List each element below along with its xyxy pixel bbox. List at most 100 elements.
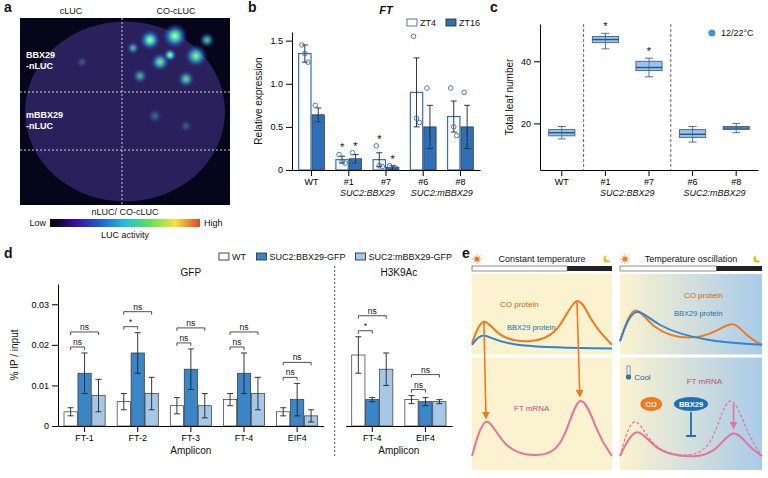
panel-e: eConstant temperatureCO proteinBBX29 pro…	[462, 245, 762, 470]
data-point	[356, 159, 361, 164]
bbx29-badge-label: BBX29	[679, 400, 703, 409]
panel-d: d00.010.020.03% IP / inputFT-1FT-2FT-3FT…	[4, 245, 453, 458]
tick-label: FT-2	[128, 433, 147, 443]
panel-letter: b	[248, 0, 257, 15]
tick-mark	[52, 385, 58, 386]
legend-label: ZT4	[420, 18, 436, 28]
data-point	[451, 125, 456, 130]
luminescence-spot	[199, 32, 215, 48]
scheme-divider	[620, 355, 762, 358]
significance-mark: *	[603, 20, 608, 32]
error-bar	[280, 408, 286, 416]
box-body	[636, 61, 662, 70]
colorbar-low: Low	[29, 218, 46, 228]
significance-label: ns	[133, 302, 142, 312]
sun-ray	[621, 261, 623, 263]
tick: WT	[555, 170, 569, 187]
tick-label: 0.02	[31, 340, 49, 350]
bbx29-curve	[472, 336, 612, 349]
luminescence-spot	[179, 119, 193, 133]
data-point	[306, 60, 311, 65]
co-badge	[640, 397, 662, 411]
moon-shadow	[756, 255, 762, 261]
tick: FT-1	[75, 426, 94, 443]
significance-label: ns	[240, 322, 249, 332]
tick-label: 0.03	[31, 300, 49, 310]
facet-divider	[334, 266, 335, 458]
data-point	[380, 164, 385, 169]
tick-label: 40	[521, 57, 531, 67]
data-point	[303, 51, 308, 56]
legend: ZT4ZT16	[407, 18, 480, 28]
sun-ray	[477, 262, 478, 263]
significance-label: ns	[286, 367, 295, 377]
panel-b: bFT00.51.01.5Relative expressionWT#1#7#6…	[248, 0, 481, 198]
tick-label: #1	[600, 177, 610, 187]
tick-mark	[137, 426, 138, 432]
legend-swatch	[446, 19, 456, 26]
significance-bracket	[124, 312, 152, 315]
data-point	[319, 114, 324, 119]
tick: #6	[418, 170, 428, 187]
data-point	[414, 116, 419, 121]
tick-label: #7	[644, 177, 654, 187]
data-point	[316, 120, 321, 125]
tick: 0.01	[31, 381, 58, 391]
y-axis-title: % IP / input	[9, 329, 20, 380]
significance-label: ns	[293, 352, 302, 362]
error-bar	[436, 400, 442, 404]
tick: #7	[644, 170, 654, 187]
colorbar-label: LUC activity	[101, 230, 150, 240]
sun-ray	[620, 259, 621, 260]
significance-label: ns	[73, 337, 82, 347]
tick-mark	[52, 345, 58, 346]
x-axis: WT#1#7#6#8	[541, 170, 759, 187]
sun-ray	[479, 261, 481, 263]
legend-label: SUC2:BBX29-GFP	[269, 252, 345, 262]
tick-label: 0	[44, 421, 49, 431]
tick-label: 1.0	[270, 79, 283, 89]
tick-mark	[534, 123, 540, 124]
bar	[448, 117, 460, 170]
y-axis-title: Total leaf number	[504, 58, 515, 135]
legend-label: WT	[232, 252, 246, 262]
data-point	[411, 34, 416, 39]
significance-bracket	[411, 390, 425, 393]
significance-label: ns	[179, 333, 188, 343]
tick-label: #6	[688, 177, 698, 187]
plot-area	[64, 333, 446, 426]
facet-title: H3K9Ac	[381, 267, 418, 278]
error-bar	[188, 349, 194, 390]
inhibition-bar	[686, 412, 696, 436]
error-bar	[422, 398, 428, 406]
tick-mark	[286, 127, 292, 128]
tick-label: FT-4	[235, 433, 254, 443]
significance-mark: *	[377, 133, 382, 145]
tick-label: #8	[455, 177, 465, 187]
significance-bracket	[283, 377, 297, 380]
tick: #8	[455, 170, 465, 187]
legend-item: 12/22°C	[708, 28, 754, 38]
tick: 1.5	[270, 36, 292, 46]
luminescence-spot	[147, 108, 163, 124]
error-bar	[308, 410, 314, 422]
y-axis: 2040	[521, 25, 541, 171]
significance-bracket	[358, 316, 386, 319]
thermometer-bulb	[626, 374, 631, 379]
sun-ray	[473, 255, 475, 257]
regulation-arrow	[577, 302, 580, 396]
luminescence-spot	[162, 23, 188, 49]
tick: FT-4	[235, 426, 254, 443]
significance-bracket	[177, 328, 205, 331]
error-bar	[82, 353, 88, 394]
tick-label: #1	[344, 177, 354, 187]
scheme-title: Temperature oscillation	[645, 254, 738, 264]
error-bar	[355, 337, 361, 374]
significance-bracket	[358, 331, 372, 334]
box-median	[723, 127, 749, 128]
legend-swatch	[407, 19, 417, 26]
data-point	[431, 146, 436, 151]
tick: WT	[305, 170, 319, 187]
day-bar	[472, 266, 567, 271]
legend-swatch	[355, 253, 365, 260]
